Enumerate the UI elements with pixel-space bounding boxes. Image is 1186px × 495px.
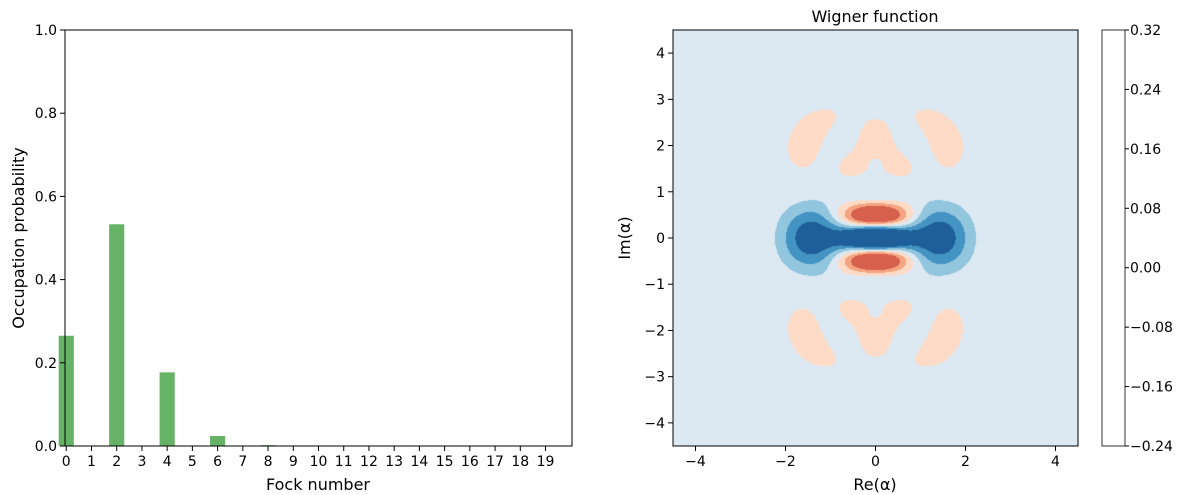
bar-x-tick-label: 19 — [537, 454, 555, 470]
bar-x-tick-label: 10 — [310, 454, 328, 470]
bar-x-tick-label: 1 — [87, 454, 96, 470]
bar-x-tick-label: 5 — [188, 454, 197, 470]
bar-x-tick-label: 17 — [486, 454, 504, 470]
bars-group — [58, 224, 276, 446]
bar-x-tick-label: 6 — [213, 454, 222, 470]
wigner-y-ticks: −4 −3 −2 −1 0 1 2 3 4 — [644, 46, 673, 432]
wigner-contour-image — [673, 30, 1078, 446]
wigner-chart: −4 −2 0 2 4 −4 −3 −2 −1 0 1 2 3 4 Wigner function Re… — [615, 7, 1079, 494]
bar-6 — [210, 436, 226, 446]
bar-x-tick-label: 9 — [289, 454, 298, 470]
bar-0 — [58, 335, 74, 446]
bar-x-tick-label: 18 — [511, 454, 529, 470]
wigner-y-tick-label: 2 — [656, 139, 665, 155]
bar-y-ticks: 0.0 0.2 0.4 0.6 0.8 1.0 — [35, 23, 65, 455]
wigner-x-tick-label: 0 — [871, 454, 880, 470]
wigner-x-tick-label: 2 — [961, 454, 970, 470]
wigner-x-axis-label: Re(α) — [853, 475, 896, 494]
bar-y-tick-label: 0.4 — [35, 273, 57, 289]
bar-x-tick-label: 0 — [62, 454, 71, 470]
bar-x-tick-label: 11 — [335, 454, 353, 470]
wigner-y-tick-label: −1 — [644, 277, 665, 293]
bar-x-tick-label: 13 — [385, 454, 403, 470]
bar-x-tick-label: 2 — [112, 454, 121, 470]
colorbar-tick-label: 0.08 — [1130, 201, 1161, 217]
colorbar-tick-label: 0.32 — [1130, 23, 1161, 39]
wigner-x-tick-label: 4 — [1051, 454, 1060, 470]
bar-x-tick-label: 14 — [410, 454, 428, 470]
colorbar-ticks: −0.24 −0.16 −0.08 0.00 0.08 0.16 0.24 0.32 — [1125, 23, 1173, 455]
colorbar-tick-label: −0.24 — [1130, 439, 1173, 455]
wigner-y-tick-label: −2 — [644, 323, 665, 339]
colorbar-tick-label: 0.00 — [1130, 261, 1161, 277]
bar-chart: 0.00.20.40.60.81.0 0 1 2 3 4 5 6 7 8 9 10 11 12 13 14 1… — [9, 23, 573, 494]
bar-y-tick-label: 1.0 — [35, 23, 57, 39]
wigner-y-tick-label: 4 — [656, 46, 665, 62]
wigner-x-tick-label: −4 — [685, 454, 706, 470]
colorbar-tick-label: 0.16 — [1130, 142, 1161, 158]
wigner-x-ticks: −4 −2 0 2 4 — [685, 446, 1060, 470]
bar-x-tick-label: 12 — [360, 454, 378, 470]
bar-2 — [109, 224, 125, 446]
bar-x-tick-label: 4 — [163, 454, 172, 470]
wigner-x-tick-label: −2 — [775, 454, 796, 470]
colorbar-tick-label: −0.16 — [1130, 380, 1173, 396]
bar-y-tick-label: 0.0 — [35, 439, 57, 455]
wigner-y-tick-label: −3 — [644, 370, 665, 386]
colorbar-frame — [1101, 29, 1126, 447]
colorbar: −0.24 −0.16 −0.08 0.00 0.08 0.16 0.24 0.32 — [1101, 23, 1173, 455]
bar-y-tick-label: 0.8 — [35, 106, 57, 122]
bar-x-ticks: 0 1 2 3 4 5 6 7 8 9 10 11 12 13 14 15 16 17 18 19 — [62, 446, 555, 470]
bar-x-tick-label: 15 — [436, 454, 454, 470]
bar-x-tick-label: 7 — [238, 454, 247, 470]
wigner-y-tick-label: 1 — [656, 185, 665, 201]
bar-x-tick-label: 16 — [461, 454, 479, 470]
bar-x-axis-label: Fock number — [266, 475, 370, 494]
bar-y-tick-label: 0.2 — [35, 356, 57, 372]
wigner-y-tick-label: 0 — [656, 231, 665, 247]
bar-x-tick-label: 8 — [264, 454, 273, 470]
colorbar-tick-label: 0.24 — [1130, 82, 1161, 98]
bar-y-axis-label: Occupation probability — [9, 147, 28, 328]
wigner-y-tick-label: 3 — [656, 92, 665, 108]
bar-x-tick-label: 3 — [137, 454, 146, 470]
wigner-title: Wigner function — [811, 7, 938, 26]
bar-y-tick-label: 0.6 — [35, 189, 57, 205]
bar-plot-frame — [64, 29, 573, 447]
wigner-y-tick-label: −4 — [644, 416, 665, 432]
wigner-y-axis-label: Im(α) — [615, 216, 634, 259]
colorbar-tick-label: −0.08 — [1130, 320, 1173, 336]
bar-4 — [159, 372, 175, 446]
